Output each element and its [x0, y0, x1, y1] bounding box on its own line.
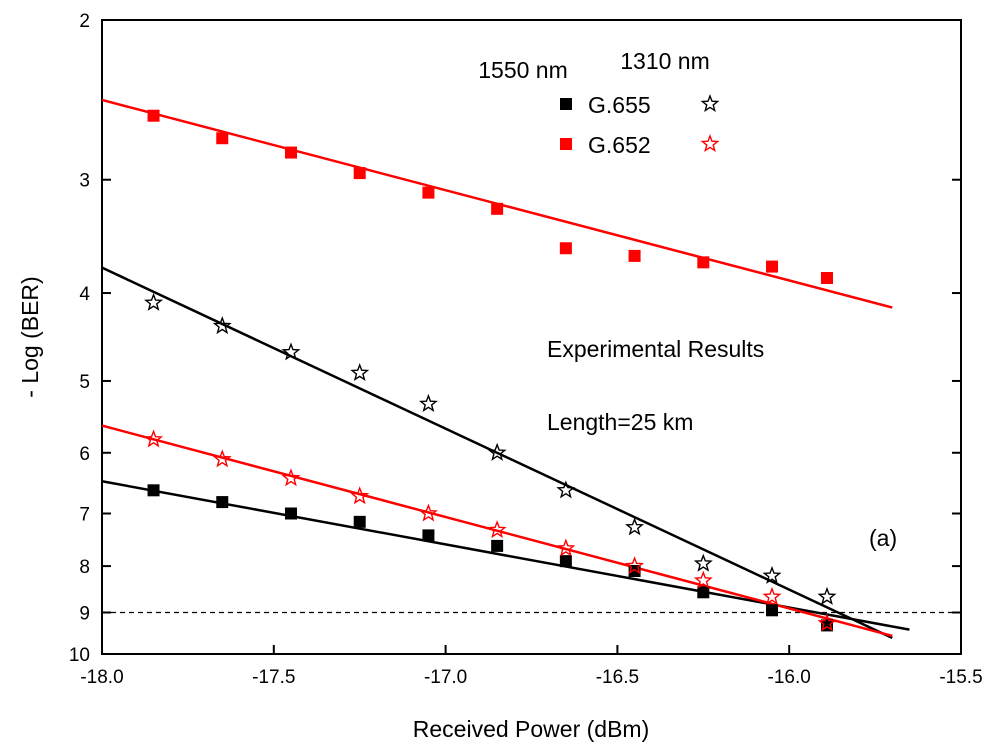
data-point: [281, 468, 301, 487]
chart-marks: [101, 98, 961, 640]
y-tick-label: 5: [79, 372, 90, 393]
legend-marker-g652-1550: [560, 138, 572, 150]
fit-line: [101, 266, 893, 640]
y-tick-label: 10: [69, 645, 90, 666]
x-tick-label: -17.0: [424, 667, 467, 688]
legend-header-1550: 1550 nm: [478, 57, 568, 83]
data-point: [147, 109, 160, 122]
legend-label-g655: G.655: [588, 92, 651, 118]
y-axis-title: - Log (BER): [17, 276, 43, 397]
x-tick-label: -15.5: [939, 667, 982, 688]
data-point: [559, 555, 572, 568]
annotation-experimental-results: Experimental Results: [547, 336, 764, 362]
data-point: [491, 202, 504, 215]
data-point: [418, 393, 438, 412]
data-point: [625, 556, 645, 575]
data-point: [353, 515, 366, 528]
y-tick-label: 6: [79, 444, 90, 465]
x-tick-label: -16.5: [596, 667, 639, 688]
data-point: [820, 271, 833, 284]
data-point: [556, 538, 576, 557]
data-point: [697, 256, 710, 269]
data-point: [144, 429, 164, 448]
legend-marker-g652-1310: [700, 134, 720, 153]
data-point: [693, 553, 713, 572]
x-tick-label: -18.0: [80, 667, 123, 688]
y-tick-label: 3: [79, 171, 90, 192]
data-point: [556, 480, 576, 499]
x-tick-label: -17.5: [252, 667, 295, 688]
y-tick-label: 9: [79, 603, 90, 624]
data-point: [212, 316, 232, 335]
data-point: [559, 242, 572, 255]
legend-marker-g655-1310: [700, 94, 720, 113]
annotation-panel-label: (a): [869, 525, 897, 551]
data-point: [350, 486, 370, 505]
legend-marker-g655-1550: [560, 98, 572, 110]
plot-frame: [101, 19, 962, 655]
legend-markers: [560, 94, 720, 153]
y-tick-label: 4: [79, 284, 90, 305]
data-point: [284, 146, 297, 159]
data-point: [216, 496, 229, 509]
data-point: [762, 586, 782, 605]
data-point: [766, 260, 779, 273]
data-point: [212, 449, 232, 468]
legend-header-1310: 1310 nm: [620, 48, 710, 74]
data-point: [491, 539, 504, 552]
y-tick-label: 7: [79, 504, 90, 525]
data-point: [817, 613, 837, 632]
data-point: [281, 342, 301, 361]
y-tick-label: 2: [79, 11, 90, 32]
axis-ticks: [101, 19, 962, 655]
data-point: [422, 186, 435, 199]
data-point: [817, 586, 837, 605]
data-point: [350, 363, 370, 382]
data-point: [147, 484, 160, 497]
data-point: [418, 503, 438, 522]
data-point: [697, 586, 710, 599]
data-point: [625, 517, 645, 536]
data-point: [284, 507, 297, 520]
y-tick-label: 8: [79, 557, 90, 578]
data-point: [628, 249, 641, 262]
data-point: [353, 167, 366, 180]
fit-line: [101, 424, 893, 638]
legend-label-g652: G.652: [588, 132, 651, 158]
data-point: [766, 604, 779, 617]
data-point: [422, 529, 435, 542]
data-point: [487, 520, 507, 539]
x-tick-label: -16.0: [768, 667, 811, 688]
annotation-length: Length=25 km: [547, 409, 693, 435]
data-point: [693, 570, 713, 589]
data-point: [216, 132, 229, 145]
x-axis-title: Received Power (dBm): [413, 716, 649, 742]
data-point: [487, 442, 507, 461]
data-point: [762, 565, 782, 584]
data-point: [144, 292, 164, 311]
